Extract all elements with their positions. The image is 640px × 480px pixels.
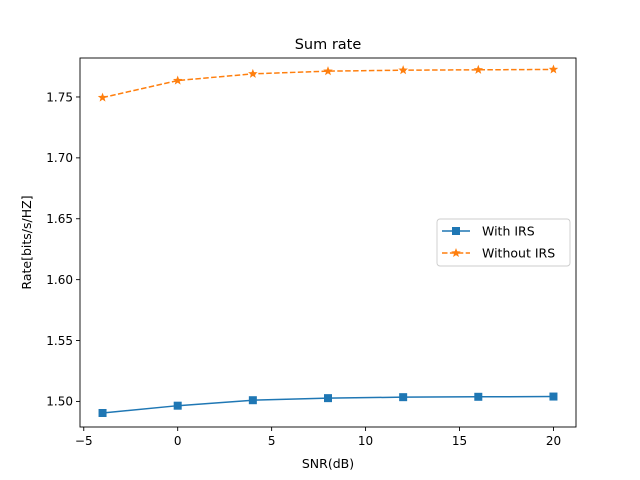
series-with-irs [98, 392, 558, 417]
legend-marker [451, 248, 461, 258]
x-tick-label: 10 [358, 434, 373, 448]
y-tick-label: 1.75 [46, 90, 73, 104]
data-point-with-irs [248, 396, 257, 405]
series-line-without-irs [102, 68, 554, 99]
legend-marker [452, 227, 460, 235]
data-point-with-irs [324, 394, 332, 403]
data-point-with-irs [474, 392, 483, 401]
x-tick-label: 0 [174, 434, 182, 448]
y-axis-label: Rate[bits/s/HZ] [19, 195, 34, 289]
legend-box [436, 218, 571, 267]
y-tick-label: 1.50 [46, 395, 73, 409]
data-point-without-irs [548, 64, 559, 74]
y-tick-label: 1.70 [46, 151, 73, 165]
y-tick-label: 1.60 [46, 273, 73, 287]
x-tick-label: −5 [75, 434, 93, 448]
data-point-without-irs [323, 66, 333, 76]
legend-label: With IRS [482, 224, 535, 239]
plot-area [97, 64, 559, 417]
series-without-irs [97, 64, 559, 102]
legend-entry-without-irs: Without IRS [442, 246, 555, 261]
y-tick-label: 1.65 [46, 212, 73, 226]
data-point-without-irs [248, 68, 258, 78]
legend: With IRS Without IRS [436, 218, 571, 267]
x-axis-ticks: −5 0 5 10 15 20 [75, 427, 561, 448]
x-tick-label: 20 [546, 434, 561, 448]
legend-entry-with-irs: With IRS [442, 224, 535, 239]
x-axis-label: SNR(dB) [302, 456, 354, 471]
y-tick-label: 1.55 [46, 334, 73, 348]
axes-frame [79, 57, 577, 428]
data-point-with-irs [173, 401, 182, 410]
chart-title: Sum rate [295, 37, 362, 53]
x-tick-label: 15 [452, 434, 467, 448]
data-point-with-irs [549, 392, 558, 401]
legend-label: Without IRS [482, 246, 555, 261]
data-point-without-irs [97, 92, 108, 102]
data-point-with-irs [399, 393, 408, 402]
data-point-without-irs [172, 75, 183, 85]
data-point-without-irs [398, 65, 408, 75]
x-tick-label: 5 [268, 434, 276, 448]
data-point-with-irs [98, 408, 107, 417]
y-axis-ticks: 1.50 1.55 1.60 1.65 1.70 1.75 [46, 90, 80, 409]
data-point-without-irs [473, 64, 484, 74]
